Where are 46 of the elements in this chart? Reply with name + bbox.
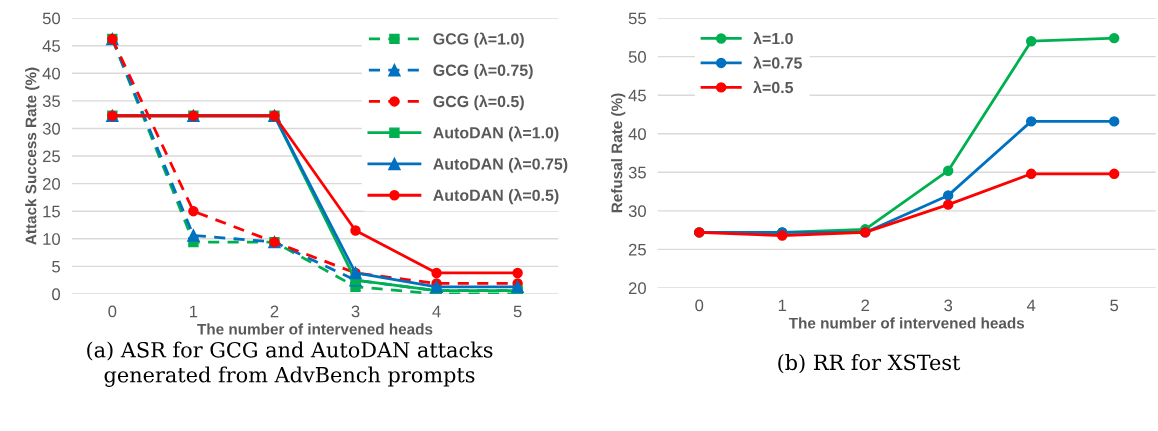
y-tick-label: 15 xyxy=(43,205,60,218)
y-tick-label: 35 xyxy=(628,166,646,179)
legend-label: GCG (λ=1.0) xyxy=(433,32,524,48)
y-tick-label: 45 xyxy=(628,89,646,102)
x-tick-label: 3 xyxy=(944,299,953,312)
text: (a) ASR for GCG and AutoDAN attacks generated from AdvBench prompts xyxy=(87,341,493,387)
legend-label: AutoDAN (λ=0.5) xyxy=(433,188,559,205)
y-tick-label: 0 xyxy=(52,288,61,301)
y-tick-label: 50 xyxy=(42,12,61,25)
legend-label: λ=0.75 xyxy=(753,56,802,69)
y-tick-label: 45 xyxy=(42,40,60,52)
y-tick-label: 25 xyxy=(42,150,60,163)
text: (b) RR for XSTest xyxy=(778,354,961,374)
x-axis-title: The number of intervened heads xyxy=(197,323,433,335)
x-tick-label: 2 xyxy=(861,299,870,312)
x-tick-label: 0 xyxy=(108,305,117,318)
y-axis-title: Attack Success Rate (%) xyxy=(25,67,40,245)
y-tick-label: 25 xyxy=(628,243,646,256)
legend-label: λ=1.0 xyxy=(753,32,793,45)
x-tick-label: 2 xyxy=(270,305,279,318)
x-tick-label: 4 xyxy=(1026,299,1036,312)
y-tick-label: 35 xyxy=(42,95,60,108)
y-tick-label: 20 xyxy=(628,282,646,295)
legend-label: AutoDAN (λ=1.0) xyxy=(433,126,559,142)
x-tick-label: 1 xyxy=(778,299,787,312)
x-tick-label: 5 xyxy=(1110,299,1119,312)
y-tick-label: 5 xyxy=(52,260,60,273)
y-tick-label: 30 xyxy=(628,205,646,218)
x-tick-label: 5 xyxy=(513,305,522,318)
legend-label: AutoDAN (λ=0.75) xyxy=(433,157,568,173)
legend-label: GCG (λ=0.5) xyxy=(433,95,524,111)
y-tick-label: 10 xyxy=(43,233,61,245)
x-tick-label: 3 xyxy=(351,305,360,318)
legend-label: λ=0.5 xyxy=(753,81,794,94)
y-tick-label: 40 xyxy=(628,128,646,140)
y-tick-label: 30 xyxy=(42,122,61,135)
y-axis-title: Refusal Rate (%) xyxy=(611,93,626,213)
y-tick-label: 55 xyxy=(628,12,646,25)
y-tick-label: 50 xyxy=(628,51,646,63)
legend-label: GCG (λ=0.75) xyxy=(433,63,533,80)
x-tick-label: 4 xyxy=(432,305,441,318)
y-tick-label: 20 xyxy=(42,178,61,190)
x-tick-label: 0 xyxy=(695,299,704,312)
x-axis-title: The number of intervened heads xyxy=(788,317,1025,329)
y-tick-label: 40 xyxy=(42,67,61,80)
x-tick-label: 1 xyxy=(190,305,198,318)
